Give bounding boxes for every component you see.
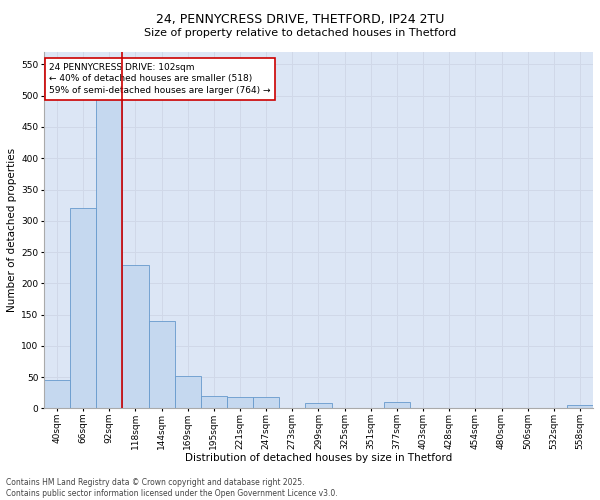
Bar [567, 405, 593, 408]
Bar [201, 396, 227, 408]
Bar [122, 264, 149, 408]
X-axis label: Distribution of detached houses by size in Thetford: Distribution of detached houses by size … [185, 453, 452, 463]
Text: 24, PENNYCRESS DRIVE, THETFORD, IP24 2TU: 24, PENNYCRESS DRIVE, THETFORD, IP24 2TU [156, 12, 444, 26]
Bar [149, 321, 175, 408]
Y-axis label: Number of detached properties: Number of detached properties [7, 148, 17, 312]
Bar [175, 376, 201, 408]
Text: Size of property relative to detached houses in Thetford: Size of property relative to detached ho… [144, 28, 456, 38]
Bar [44, 380, 70, 408]
Bar [70, 208, 96, 408]
Text: 24 PENNYCRESS DRIVE: 102sqm
← 40% of detached houses are smaller (518)
59% of se: 24 PENNYCRESS DRIVE: 102sqm ← 40% of det… [49, 62, 271, 95]
Bar [384, 402, 410, 408]
Text: Contains HM Land Registry data © Crown copyright and database right 2025.
Contai: Contains HM Land Registry data © Crown c… [6, 478, 338, 498]
Bar [227, 397, 253, 408]
Bar [253, 397, 279, 408]
Bar [96, 84, 122, 408]
Bar [305, 404, 332, 408]
